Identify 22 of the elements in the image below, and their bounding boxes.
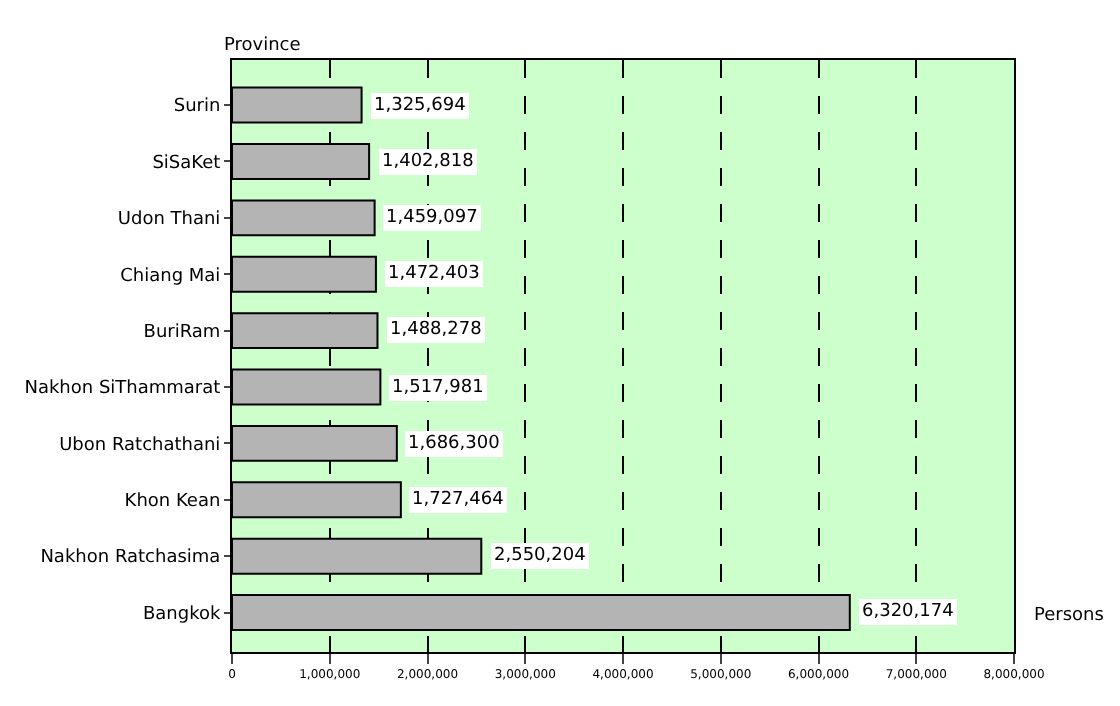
y-tick-label: Nakhon SiThammarat <box>24 379 222 400</box>
data-label: 1,488,278 <box>390 320 483 340</box>
y-tick-label: BuriRam <box>143 322 221 343</box>
x-axis-title: Persons <box>1034 606 1105 626</box>
data-label: 6,320,174 <box>862 602 955 622</box>
data-label: 1,686,300 <box>408 434 501 454</box>
y-tick-label: Chiang Mai <box>120 266 221 287</box>
data-label: 1,727,464 <box>412 490 505 510</box>
y-axis-title: Province <box>224 36 302 56</box>
y-tick-label: Bangkok <box>142 604 222 625</box>
data-label: 1,472,403 <box>388 264 480 284</box>
y-tick-label: Nakhon Ratchasima <box>40 548 221 569</box>
y-tick-label: Surin <box>173 97 221 118</box>
y-tick-label: SiSaKet <box>152 153 222 174</box>
y-tick-label: Khon Kean <box>124 492 221 513</box>
y-tick-label: Ubon Ratchathani <box>59 435 221 456</box>
data-label: 1,459,097 <box>386 208 478 228</box>
data-label: 1,325,694 <box>374 96 467 116</box>
y-tick-label: Udon Thani <box>117 210 221 231</box>
data-label: 1,517,981 <box>392 378 484 398</box>
data-label: 1,402,818 <box>382 152 475 172</box>
data-label: 2,550,204 <box>494 546 587 566</box>
